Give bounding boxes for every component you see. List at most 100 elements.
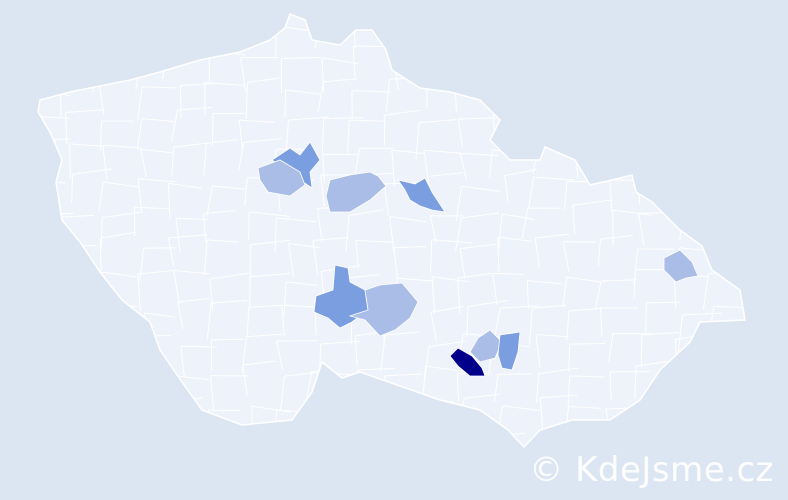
district-border	[393, 245, 427, 249]
district-border	[647, 16, 651, 51]
district-border	[748, 217, 752, 251]
district-border	[425, 365, 466, 372]
district-border	[574, 142, 607, 148]
district-border	[498, 21, 502, 53]
district-border	[22, 49, 26, 76]
district-border	[389, 215, 427, 223]
district-border	[563, 16, 600, 19]
district-border	[459, 248, 466, 279]
district[interactable]	[257, 159, 306, 197]
district-border	[28, 116, 30, 150]
district-border	[61, 244, 98, 247]
district-border	[305, 371, 313, 402]
district-border	[320, 340, 361, 345]
district-border	[354, 335, 358, 367]
district-border	[540, 433, 574, 436]
district-border	[720, 121, 724, 152]
district-border	[358, 402, 364, 431]
district[interactable]	[325, 171, 387, 213]
district-border	[250, 273, 291, 278]
district-border	[489, 149, 493, 178]
district-border	[96, 271, 100, 299]
district-border	[108, 374, 144, 380]
district[interactable]	[313, 264, 369, 329]
district-border	[752, 114, 754, 150]
district[interactable]	[348, 282, 419, 337]
district-border	[25, 179, 28, 207]
district-border	[639, 44, 672, 49]
district-border	[132, 441, 173, 444]
district-border	[38, 300, 59, 304]
district-border	[743, 435, 745, 442]
district-border	[492, 80, 528, 84]
district-border	[492, 272, 525, 276]
district-border	[288, 242, 321, 249]
highlighted-districts	[257, 141, 699, 377]
district[interactable]	[663, 249, 699, 283]
district-border	[206, 185, 213, 217]
district-border	[279, 442, 283, 447]
district[interactable]	[397, 177, 446, 213]
district-border	[702, 273, 710, 310]
district-border	[528, 308, 533, 345]
district-border	[746, 401, 779, 407]
district[interactable]	[497, 331, 521, 371]
district-border	[393, 54, 430, 57]
district-border	[709, 438, 742, 445]
district-border	[600, 43, 637, 48]
district-border	[167, 183, 171, 220]
district-border	[141, 118, 175, 122]
district-border	[743, 371, 745, 406]
district-border	[681, 46, 685, 74]
district-border	[501, 15, 539, 23]
district-border	[431, 239, 473, 244]
district[interactable]	[469, 329, 503, 363]
district-border	[168, 425, 205, 431]
district-border	[173, 269, 210, 275]
district-border	[500, 52, 505, 86]
district-border	[744, 14, 745, 45]
district-border	[458, 117, 496, 120]
district-border	[670, 175, 672, 205]
district-border	[357, 434, 363, 447]
district-border	[424, 19, 429, 48]
district-border	[568, 406, 602, 409]
district-border	[142, 86, 176, 89]
district-border	[460, 152, 499, 157]
district-border	[102, 145, 108, 180]
district-border	[681, 376, 718, 379]
district-border	[566, 276, 601, 283]
district-border	[102, 144, 142, 149]
district-border	[574, 46, 610, 48]
district-border	[206, 138, 239, 144]
district-border	[203, 210, 236, 215]
district-border	[749, 139, 786, 145]
district-border	[353, 14, 385, 15]
district-border	[239, 119, 275, 123]
district-border	[168, 429, 174, 447]
district-border	[638, 213, 645, 247]
district-border	[167, 237, 175, 267]
district-border	[751, 271, 756, 300]
district-border	[568, 307, 604, 312]
district-border	[321, 57, 325, 94]
district-border	[427, 172, 464, 178]
district-border	[494, 308, 501, 336]
district-border	[351, 90, 392, 93]
district-border	[460, 153, 467, 181]
district-border	[746, 407, 747, 435]
district-border	[246, 17, 280, 22]
district-border	[633, 269, 637, 299]
district-border	[65, 373, 71, 402]
district-border	[345, 215, 350, 252]
district-border	[557, 17, 564, 56]
district-border	[707, 14, 713, 42]
district-border	[567, 375, 571, 411]
district-border	[98, 181, 104, 211]
district-border	[570, 89, 573, 118]
district[interactable]	[449, 347, 486, 377]
district-border	[457, 272, 492, 279]
district-border	[29, 21, 30, 53]
district-border	[393, 247, 398, 278]
district-border	[680, 24, 714, 30]
